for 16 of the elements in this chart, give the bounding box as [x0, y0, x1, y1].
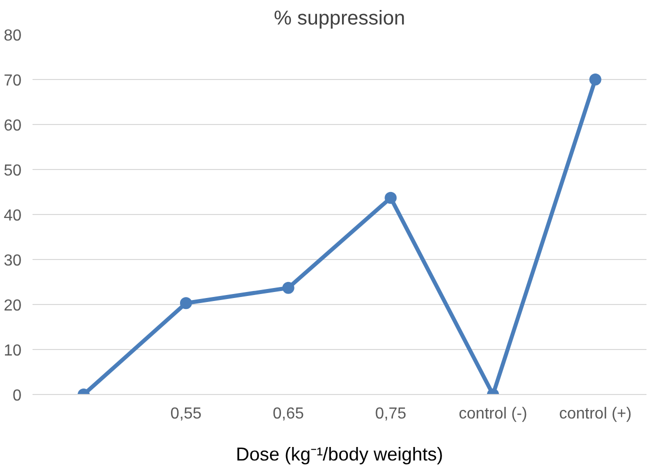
y-tick-label: 50 [4, 162, 22, 180]
y-tick-label: 40 [4, 208, 22, 224]
x-tick-label: 0,55 [170, 406, 202, 422]
y-tick-label: 20 [4, 298, 22, 314]
y-tick-label: 70 [4, 72, 22, 90]
y-tick-label: 60 [4, 118, 22, 134]
x-tick-label: 0,75 [375, 406, 406, 422]
y-tick-label: 30 [4, 252, 22, 270]
y-tick-label: 10 [4, 342, 22, 360]
x-axis-title: Dose (kg⁻¹/body weights) [236, 444, 444, 464]
x-tick-label: control (+) [559, 406, 632, 422]
y-tick-label: 80 [4, 28, 22, 44]
y-tick-label: 0 [12, 388, 22, 404]
x-tick-label: 0,65 [272, 406, 304, 422]
x-tick-label: control (-) [458, 406, 528, 422]
chart-title: % suppression [274, 8, 406, 30]
